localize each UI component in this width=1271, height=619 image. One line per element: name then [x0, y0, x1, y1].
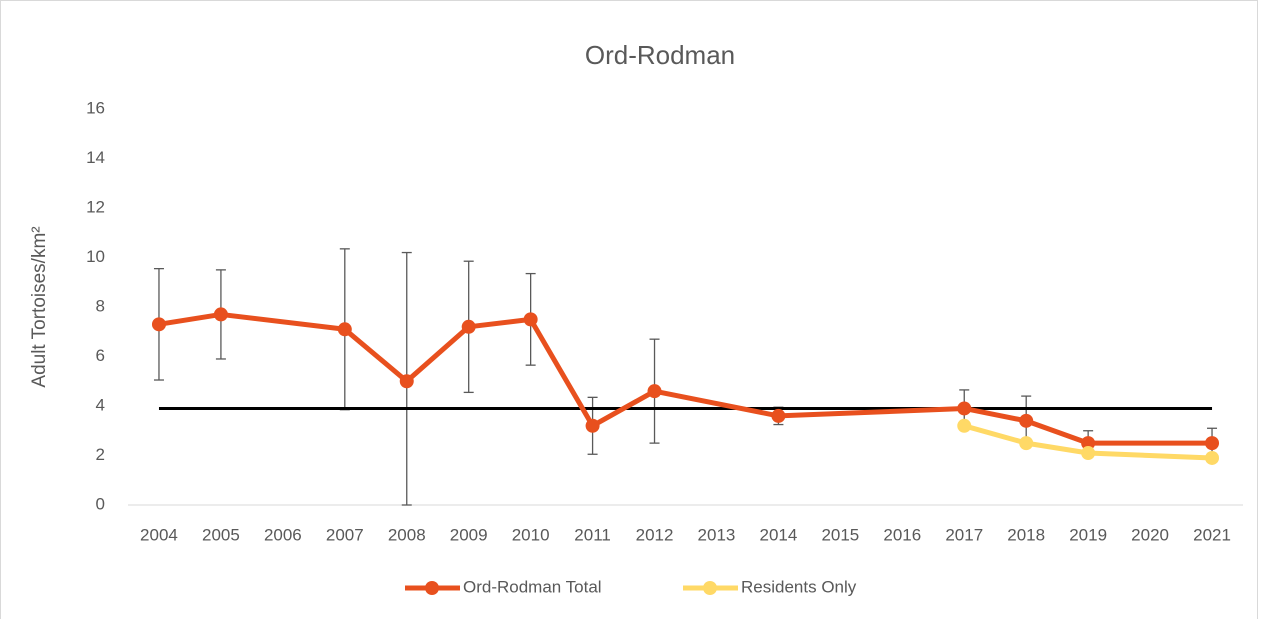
- x-tick-label: 2018: [1007, 525, 1045, 544]
- x-tick-label: 2007: [326, 525, 364, 544]
- x-tick-label: 2015: [821, 525, 859, 544]
- x-tick-label: 2012: [636, 525, 674, 544]
- x-tick-label: 2014: [760, 525, 798, 544]
- point: [585, 418, 600, 433]
- legend-marker: [703, 581, 717, 595]
- x-tick-label: 2010: [512, 525, 550, 544]
- point: [957, 418, 972, 433]
- point: [957, 401, 972, 416]
- y-tick-label: 2: [96, 445, 105, 464]
- x-tick-label: 2006: [264, 525, 302, 544]
- legend-label: Ord-Rodman Total: [463, 577, 602, 596]
- point: [213, 307, 228, 322]
- x-tick-label: 2009: [450, 525, 488, 544]
- point: [1019, 436, 1034, 451]
- legend-marker: [425, 581, 439, 595]
- y-tick-label: 14: [86, 148, 105, 167]
- y-tick-label: 6: [96, 346, 105, 365]
- y-tick-label: 10: [86, 247, 105, 266]
- y-tick-label: 4: [96, 395, 105, 414]
- point: [647, 384, 662, 399]
- point: [1205, 436, 1220, 451]
- x-tick-label: 2005: [202, 525, 240, 544]
- chart-title: Ord-Rodman: [585, 40, 735, 70]
- x-tick-label: 2017: [945, 525, 983, 544]
- y-tick-label: 16: [86, 98, 105, 117]
- point: [1081, 436, 1096, 451]
- point: [771, 408, 786, 423]
- point: [461, 319, 476, 334]
- x-tick-label: 2013: [698, 525, 736, 544]
- x-tick-label: 2011: [574, 525, 611, 544]
- y-tick-label: 0: [96, 494, 105, 513]
- x-tick-label: 2008: [388, 525, 426, 544]
- x-tick-label: 2004: [140, 525, 178, 544]
- y-tick-label: 8: [96, 296, 105, 315]
- point: [399, 374, 414, 389]
- point: [337, 322, 352, 337]
- point: [523, 312, 538, 327]
- series-line: [963, 423, 1213, 461]
- y-tick-label: 12: [86, 197, 105, 216]
- x-tick-label: 2020: [1131, 525, 1169, 544]
- x-tick-label: 2016: [883, 525, 921, 544]
- x-tick-label: 2021: [1193, 525, 1231, 544]
- point: [1019, 413, 1034, 428]
- point: [1081, 446, 1096, 461]
- point: [151, 317, 166, 332]
- legend-label: Residents Only: [741, 577, 857, 596]
- point: [1205, 450, 1220, 465]
- y-axis-label: Adult Tortoises/km²: [29, 226, 50, 387]
- x-tick-label: 2019: [1069, 525, 1107, 544]
